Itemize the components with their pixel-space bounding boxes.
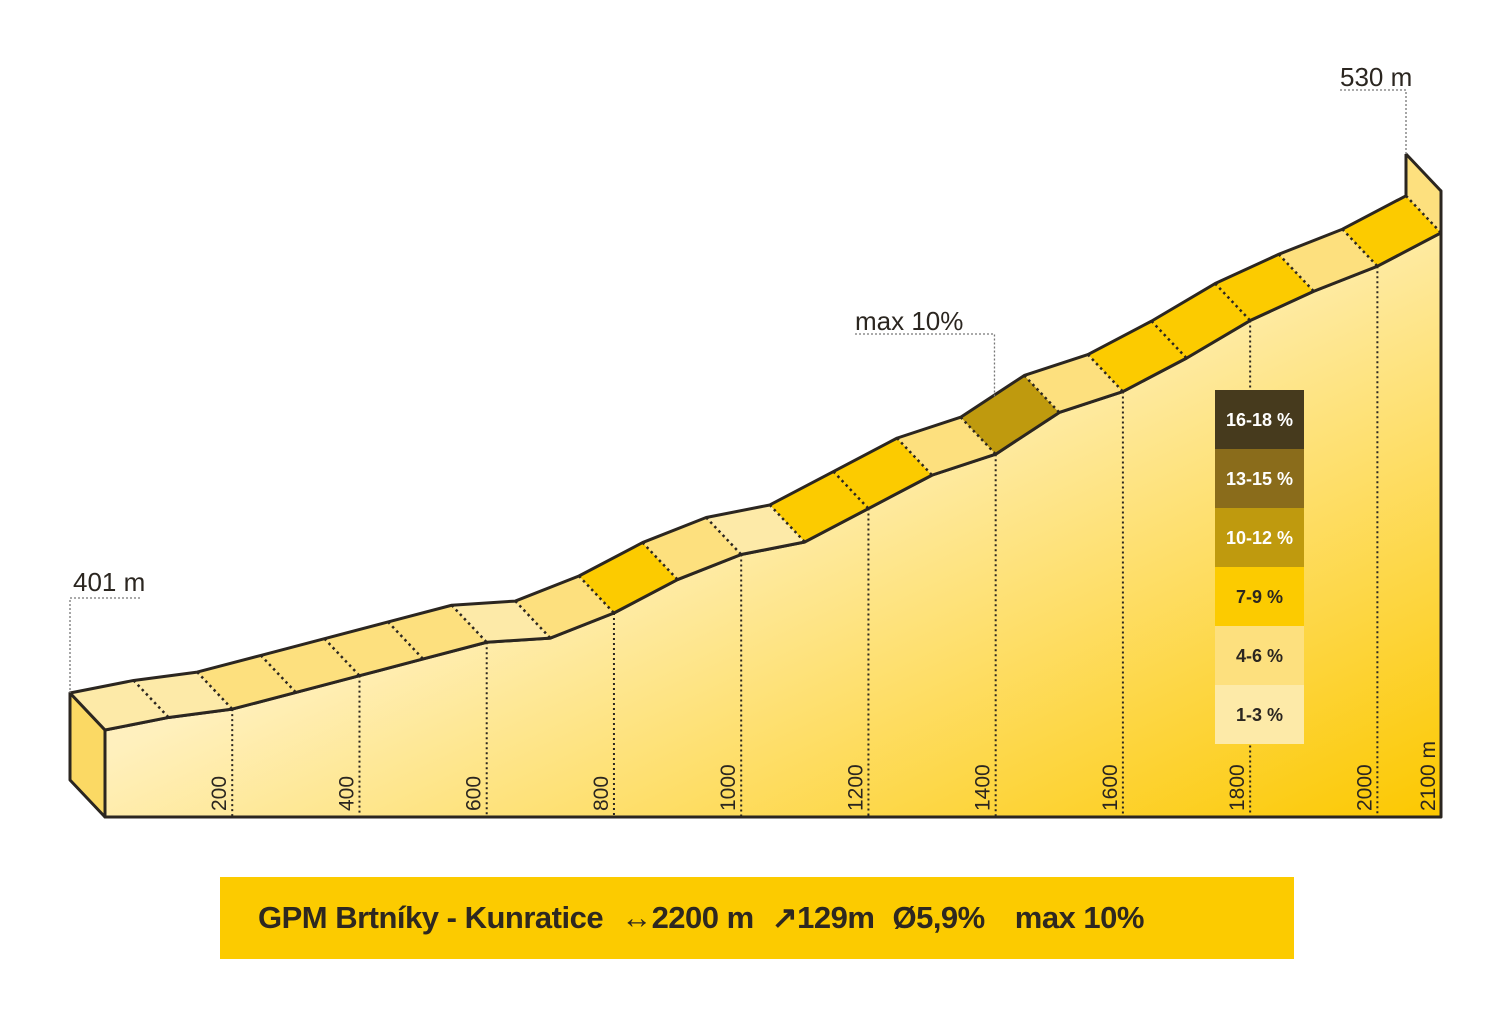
segment-divider [132, 679, 170, 719]
segment-divider [1277, 253, 1315, 293]
max-grade-label: max 10% [855, 306, 963, 336]
profile-top-back-edge [69, 154, 1408, 695]
grade-segment [897, 417, 996, 476]
climb-average-grade: Ø5,9% [892, 900, 985, 935]
segment-divider [768, 504, 806, 543]
grade-segment [706, 504, 805, 555]
grade-segment [833, 438, 933, 509]
climb-distance: ↔2200 m [621, 900, 754, 935]
segment-divider [1405, 194, 1442, 234]
grade-segment [1215, 254, 1314, 321]
grade-segment [133, 672, 233, 718]
legend-label: 4-6 % [1236, 646, 1283, 666]
segment-divider [578, 575, 615, 614]
segment-divider [705, 516, 743, 556]
x-end-label: 2100 m [1417, 741, 1440, 811]
legend-label: 10-12 % [1226, 528, 1293, 548]
x-tick-label: 1000 [717, 764, 740, 811]
legend-swatch [1215, 567, 1304, 626]
legend-swatch [1215, 449, 1304, 508]
segment-divider [1023, 374, 1061, 414]
climb-summary-banner: GPM Brtníky - Kunratice ↔2200 m ↗129m Ø5… [220, 877, 1294, 959]
x-tick-label: 1200 [844, 764, 867, 811]
legend-label: 16-18 % [1226, 410, 1293, 430]
grade-segment [1024, 354, 1123, 413]
segment-divider [1086, 353, 1124, 393]
start-elevation-label: 401 m [73, 567, 145, 597]
x-tick-label: 200 [208, 776, 231, 811]
grade-segment [960, 375, 1060, 455]
grade-segment [1342, 195, 1441, 267]
legend-label: 13-15 % [1226, 469, 1293, 489]
end-elevation-label: 530 m [1340, 62, 1412, 92]
segment-divider [959, 416, 997, 456]
grade-segment [1406, 154, 1441, 233]
segment-divider [259, 654, 297, 694]
x-tick-label: 1800 [1226, 764, 1249, 811]
max-label-leader [855, 333, 996, 397]
segment-divider [514, 600, 552, 639]
end-label-leader [1340, 89, 1407, 154]
segment-divider [832, 470, 870, 510]
x-tick-label: 1400 [972, 764, 995, 811]
x-tick-label: 800 [590, 776, 613, 811]
legend-label: 1-3 % [1236, 705, 1283, 725]
climb-name: GPM Brtníky - Kunratice [258, 900, 604, 935]
profile-end-edge [1404, 152, 1443, 193]
grade-segment [388, 605, 487, 659]
grade-segment [324, 621, 424, 676]
legend-swatch [1215, 390, 1304, 449]
segment-divider [1341, 228, 1379, 268]
segment-divider [641, 541, 679, 581]
segment-divider [323, 637, 361, 677]
legend-swatch [1215, 685, 1304, 744]
profile-start-edge [68, 691, 107, 732]
x-tick-label: 1600 [1099, 764, 1122, 811]
segment-divider [196, 671, 234, 710]
x-tick-label: 2000 [1353, 764, 1376, 811]
legend-label: 7-9 % [1236, 587, 1283, 607]
x-tick-label: 400 [335, 776, 358, 811]
segment-divider [1150, 320, 1188, 359]
segment-divider [896, 437, 933, 476]
segment-divider [450, 604, 488, 644]
grade-segment [260, 638, 360, 693]
climb-elevation-gain: ↗129m [771, 900, 875, 935]
grade-segment [451, 601, 551, 643]
grade-segment [769, 471, 869, 542]
elevation-profile-chart: 200 400 600 800 1000 1200 1400 1600 1800 2000 2100… [68, 62, 1443, 819]
climb-max-grade: max 10% [1014, 900, 1145, 935]
start-label-leader [69, 597, 140, 693]
segment-divider [1214, 282, 1252, 322]
grade-segment [1087, 321, 1187, 392]
profile-top-front-edge [104, 191, 1443, 732]
grade-segment [578, 542, 678, 614]
legend-swatch [1215, 508, 1304, 567]
segment-divider [387, 621, 425, 660]
grade-segment [197, 655, 296, 710]
legend-swatch [1215, 626, 1304, 685]
x-tick-label: 600 [463, 776, 486, 811]
grade-segment [1151, 283, 1251, 359]
